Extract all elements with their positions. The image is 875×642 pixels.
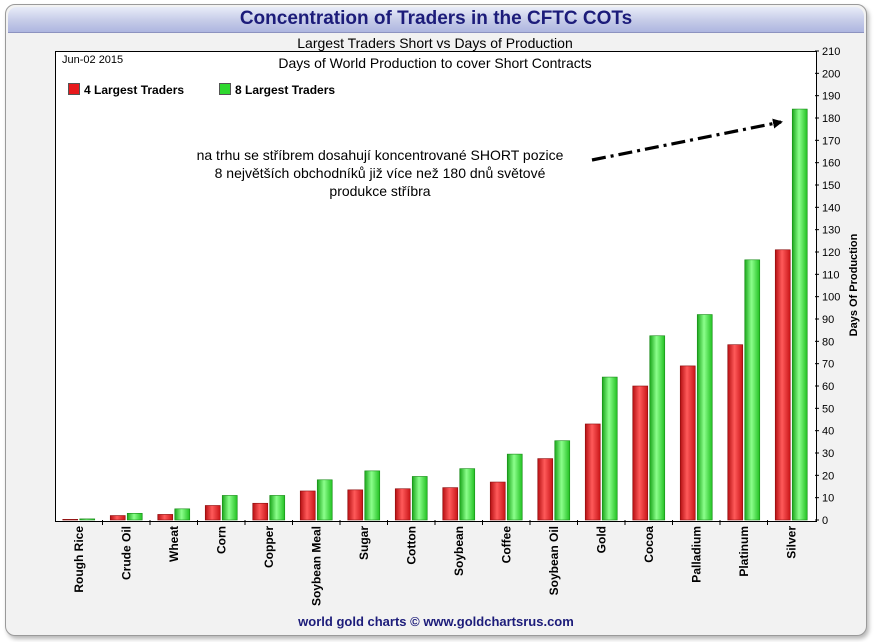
- chart-date: Jun-02 2015: [62, 54, 124, 66]
- bar-8-largest-platinum: [744, 259, 761, 521]
- y-tick-label: 90: [822, 314, 834, 326]
- bar-8-largest-sugar: [364, 470, 381, 521]
- y-tick-label: 30: [822, 448, 834, 460]
- bar-4-largest-soybean: [442, 487, 459, 521]
- x-tick-label: Wheat: [167, 526, 181, 562]
- bar-8-largest-soybean-meal: [316, 479, 333, 521]
- bar-8-largest-wheat: [174, 508, 191, 521]
- bar-4-largest-gold: [584, 423, 601, 521]
- y-tick-label: 130: [822, 225, 840, 237]
- y-tick-label: 170: [822, 135, 840, 147]
- x-tick-label: Copper: [262, 526, 276, 568]
- y-tick-label: 40: [822, 426, 834, 438]
- bar-8-largest-silver: [791, 108, 808, 521]
- x-tick-label: Platinum: [737, 526, 751, 577]
- annotation-line: na trhu se stříbrem dosahují koncentrova…: [196, 147, 564, 163]
- bar-8-largest-copper: [269, 495, 286, 521]
- x-tick-label: Soybean: [452, 526, 466, 576]
- x-tick-label: Soybean Oil: [547, 526, 561, 595]
- bar-8-largest-crude-oil: [126, 512, 143, 521]
- plot-title: Days of World Production to cover Short …: [278, 55, 592, 71]
- x-tick-label: Corn: [214, 526, 228, 554]
- x-tick-label: Soybean Meal: [309, 526, 323, 606]
- x-tick-label: Coffee: [499, 526, 513, 564]
- chart-title: Concentration of Traders in the CFTC COT…: [239, 8, 633, 29]
- bar-4-largest-crude-oil: [109, 515, 126, 521]
- annotation-line: produkce stříbra: [329, 183, 431, 199]
- x-tick-label: Gold: [594, 526, 608, 553]
- chart-subtitle: Largest Traders Short vs Days of Product…: [297, 35, 573, 51]
- bar-4-largest-sugar: [347, 489, 364, 521]
- y-tick-label: 200: [822, 68, 840, 80]
- y-tick-label: 70: [822, 359, 834, 371]
- bar-8-largest-soybean-oil: [554, 440, 571, 521]
- x-tick-label: Rough Rice: [72, 526, 86, 593]
- y-tick-label: 50: [822, 403, 834, 415]
- bar-4-largest-corn: [204, 505, 221, 521]
- bar-4-largest-cotton: [394, 488, 411, 521]
- x-tick-label: Cotton: [404, 526, 418, 565]
- y-tick-label: 160: [822, 158, 840, 170]
- legend-entry-4-largest: 4 Largest Traders: [68, 83, 184, 97]
- y-tick-label: 80: [822, 336, 834, 348]
- legend-label: 4 Largest Traders: [84, 83, 185, 97]
- y-tick-label: 180: [822, 113, 840, 125]
- x-tick-label: Sugar: [357, 526, 371, 560]
- legend-entry-8-largest: 8 Largest Traders: [219, 83, 335, 97]
- bar-4-largest-palladium: [679, 365, 696, 521]
- y-tick-label: 0: [822, 515, 828, 527]
- y-tick-label: 60: [822, 381, 834, 393]
- bar-4-largest-cocoa: [632, 385, 649, 521]
- annotation-line: 8 největších obchodníků již více než 180…: [214, 165, 546, 181]
- bar-8-largest-soybean: [459, 468, 476, 521]
- bar-4-largest-wheat: [157, 514, 174, 521]
- bar-8-largest-cotton: [411, 476, 428, 521]
- legend-swatch-green: [219, 83, 231, 95]
- y-tick-label: 20: [822, 470, 834, 482]
- annotation-arrow: [591, 118, 783, 162]
- title-bar: [8, 7, 864, 33]
- x-tick-label: Palladium: [689, 526, 703, 583]
- annotation-text: na trhu se stříbrem dosahují koncentrova…: [165, 146, 595, 200]
- y-tick-label: 100: [822, 292, 840, 304]
- y-tick-label: 210: [822, 46, 840, 58]
- bar-8-largest-rough-rice: [79, 518, 96, 521]
- bar-4-largest-silver: [774, 249, 791, 521]
- y-tick-label: 150: [822, 180, 840, 192]
- x-tick-label: Silver: [784, 526, 798, 559]
- bar-4-largest-copper: [252, 502, 269, 521]
- x-tick-label: Cocoa: [642, 526, 656, 563]
- y-tick-label: 140: [822, 202, 840, 214]
- y-tick-label: 190: [822, 91, 840, 103]
- footer-credit: world gold charts © www.goldchartsrus.co…: [298, 614, 574, 629]
- y-tick-label: 10: [822, 493, 834, 505]
- x-tick-label: Crude Oil: [119, 526, 133, 580]
- bar-4-largest-soybean-oil: [537, 458, 554, 521]
- bar-8-largest-palladium: [696, 314, 713, 521]
- y-tick-label: 110: [822, 269, 840, 281]
- bar-8-largest-gold: [601, 376, 618, 521]
- bar-8-largest-coffee: [506, 453, 523, 521]
- bar-8-largest-cocoa: [649, 335, 666, 521]
- bar-4-largest-platinum: [727, 344, 744, 521]
- bar-4-largest-rough-rice: [62, 519, 79, 521]
- bar-8-largest-corn: [221, 495, 238, 521]
- bar-4-largest-coffee: [489, 481, 506, 521]
- bar-4-largest-soybean-meal: [299, 490, 316, 521]
- y-tick-label: 120: [822, 247, 840, 259]
- legend-swatch-red: [68, 83, 80, 95]
- legend-label: 8 Largest Traders: [235, 83, 336, 97]
